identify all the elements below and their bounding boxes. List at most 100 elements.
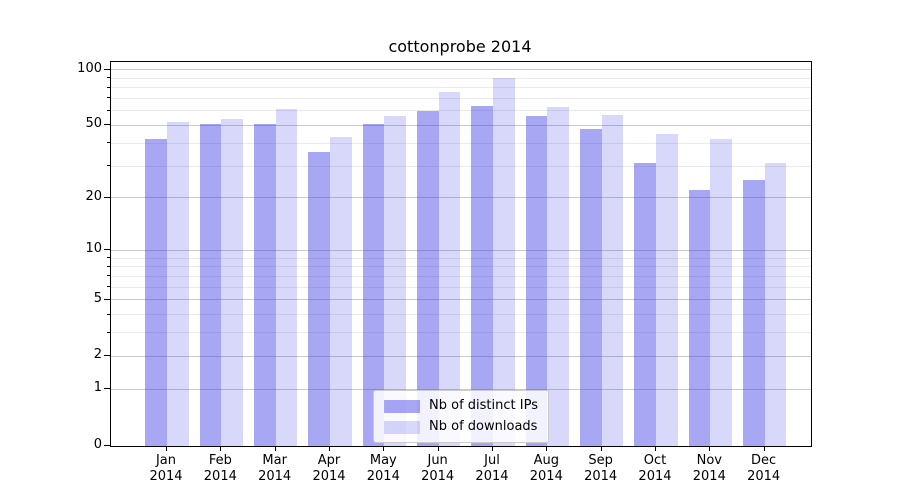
y-gridline-major — [111, 249, 811, 251]
bar-distinct-ips — [145, 139, 167, 446]
bar-distinct-ips — [308, 151, 330, 446]
y-gridline-major — [111, 299, 811, 301]
y-minor-tick-mark — [107, 331, 110, 333]
y-gridline-minor — [111, 110, 811, 112]
legend-swatch-distinct-ips — [384, 399, 421, 413]
y-minor-tick-mark — [107, 313, 110, 315]
bar-distinct-ips — [199, 123, 222, 446]
bar-downloads — [764, 163, 787, 446]
bar-distinct-ips — [579, 128, 602, 446]
y-tick-mark — [104, 249, 110, 251]
y-tick-label: 100 — [77, 60, 102, 76]
y-tick-label: 5 — [93, 290, 102, 306]
y-gridline-minor — [111, 97, 811, 99]
bar-downloads — [492, 78, 515, 446]
x-tick-label: Nov 2014 — [677, 453, 741, 485]
x-tick-year: 2014 — [421, 469, 455, 484]
y-gridline-minor — [111, 165, 811, 167]
bar-distinct-ips — [253, 123, 276, 446]
y-tick-mark — [104, 196, 110, 198]
bar-downloads — [547, 106, 569, 446]
x-tick-label: Apr 2014 — [297, 453, 361, 485]
x-tick-label: Oct 2014 — [623, 453, 687, 485]
x-tick-label: Jun 2014 — [406, 453, 470, 485]
x-tick-year: 2014 — [203, 469, 237, 484]
x-tick-month: Jan — [155, 453, 177, 468]
y-tick-mark — [104, 355, 110, 357]
y-gridline-minor — [111, 275, 811, 277]
legend-swatch-downloads — [384, 420, 421, 434]
bar-downloads — [275, 109, 298, 446]
x-tick-month: Feb — [208, 453, 232, 468]
y-minor-tick-mark — [107, 275, 110, 277]
x-tick-year: 2014 — [149, 469, 183, 484]
x-tick-label: Jul 2014 — [460, 453, 524, 485]
x-tick-mark — [220, 447, 222, 451]
x-tick-mark — [328, 447, 330, 451]
x-tick-mark — [383, 447, 385, 451]
y-tick-mark — [104, 298, 110, 300]
x-tick-mark — [709, 447, 711, 451]
x-tick-mark — [600, 447, 602, 451]
legend-label-downloads: Nb of downloads — [429, 419, 538, 434]
x-tick-year: 2014 — [258, 469, 292, 484]
y-minor-tick-mark — [107, 265, 110, 267]
y-gridline-minor — [111, 286, 811, 288]
x-tick-mark — [274, 447, 276, 451]
bar-distinct-ips — [416, 110, 439, 446]
x-tick-month: Oct — [643, 453, 667, 468]
bar-distinct-ips — [362, 123, 385, 446]
x-tick-mark — [546, 447, 548, 451]
x-tick-mark — [763, 447, 765, 451]
bar-distinct-ips — [634, 163, 656, 446]
x-tick-year: 2014 — [366, 469, 400, 484]
y-tick-label: 0 — [93, 437, 102, 452]
bar-distinct-ips — [471, 105, 493, 446]
legend-entry-downloads: Nb of downloads — [384, 419, 538, 435]
y-tick-mark — [104, 68, 110, 70]
y-gridline-minor — [111, 257, 811, 259]
bar-downloads — [221, 119, 244, 446]
x-tick-year: 2014 — [529, 469, 563, 484]
legend-label-distinct-ips: Nb of distinct IPs — [429, 398, 538, 413]
bar-downloads — [384, 116, 406, 446]
x-tick-month: Mar — [262, 453, 287, 468]
x-tick-mark — [437, 447, 439, 451]
x-tick-month: Nov — [696, 453, 722, 468]
x-tick-mark — [491, 447, 493, 451]
y-gridline-minor — [111, 87, 811, 89]
bar-downloads — [601, 114, 624, 446]
y-gridline-major — [111, 197, 811, 199]
y-minor-tick-mark — [107, 286, 110, 288]
x-tick-year: 2014 — [584, 469, 618, 484]
legend: Nb of distinct IPs Nb of downloads — [373, 390, 549, 443]
bar-distinct-ips — [742, 180, 765, 446]
y-tick-mark — [104, 445, 110, 446]
chart-title: cottonprobe 2014 — [388, 37, 532, 56]
x-tick-month: Apr — [317, 453, 341, 468]
bar-downloads — [710, 139, 732, 446]
x-tick-month: Dec — [751, 453, 777, 468]
x-tick-label: Mar 2014 — [243, 453, 307, 485]
bar-downloads — [438, 91, 461, 446]
x-tick-year: 2014 — [312, 469, 346, 484]
x-tick-year: 2014 — [692, 469, 726, 484]
y-minor-tick-mark — [107, 86, 110, 88]
bar-downloads — [329, 137, 352, 446]
plot-area: Nb of distinct IPs Nb of downloads — [110, 61, 812, 447]
x-tick-label: Aug 2014 — [514, 453, 578, 485]
y-minor-tick-mark — [107, 97, 110, 99]
x-tick-year: 2014 — [638, 469, 672, 484]
x-tick-mark — [654, 447, 656, 451]
x-tick-year: 2014 — [747, 469, 781, 484]
y-minor-tick-mark — [107, 77, 110, 79]
y-gridline-minor — [111, 332, 811, 334]
bar-distinct-ips — [688, 190, 711, 446]
x-tick-month: Jul — [484, 453, 500, 468]
x-tick-month: May — [369, 453, 397, 468]
y-minor-tick-mark — [107, 165, 110, 166]
x-tick-month: Aug — [533, 453, 559, 468]
y-gridline-minor — [111, 266, 811, 268]
y-tick-label: 1 — [93, 380, 102, 396]
